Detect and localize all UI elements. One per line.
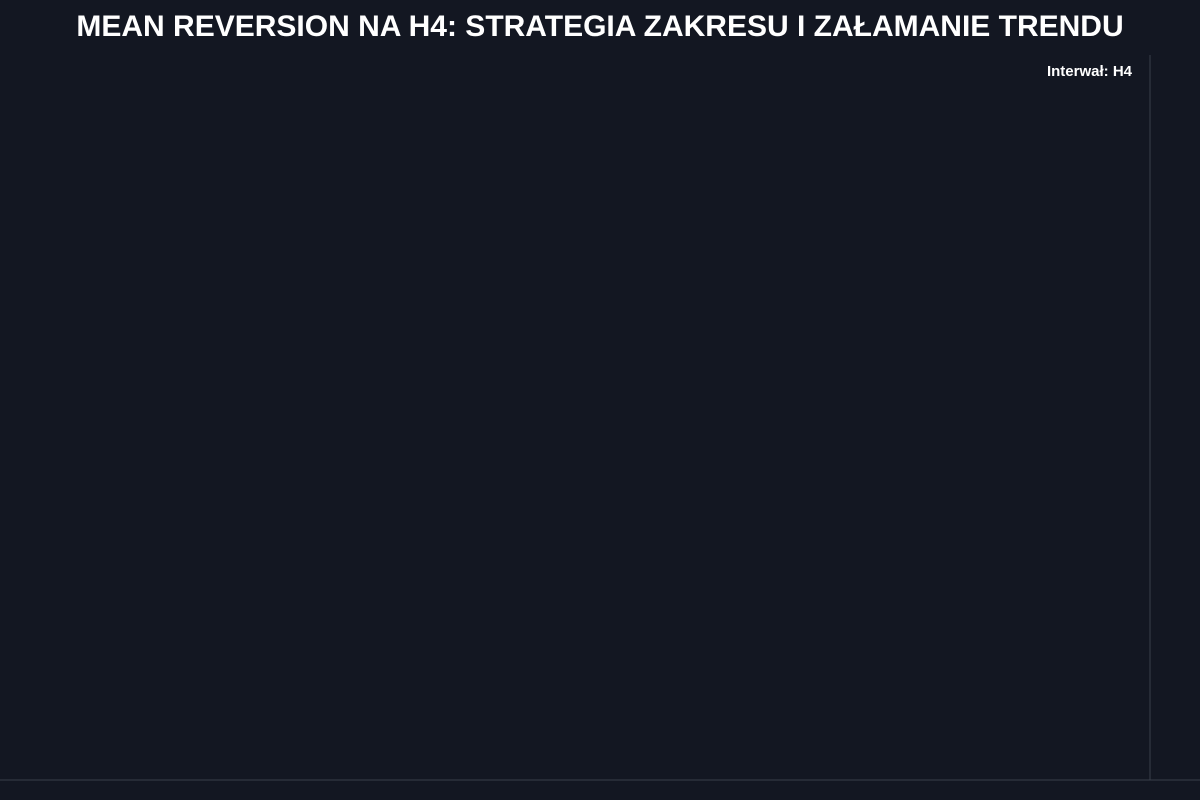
price-axis-bg [1150, 55, 1200, 780]
title: MEAN REVERSION NA H4: STRATEGIA ZAKRESU … [76, 10, 1123, 43]
interval-label: Interwał: H4 [1047, 63, 1133, 80]
